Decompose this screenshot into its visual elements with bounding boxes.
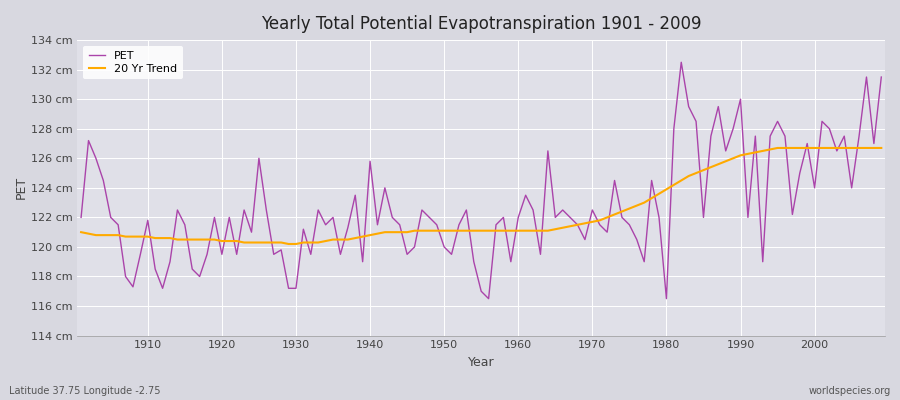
Text: worldspecies.org: worldspecies.org [809, 386, 891, 396]
20 Yr Trend [305, 240, 316, 245]
20 Yr Trend [284, 242, 294, 246]
PET [676, 60, 687, 65]
X-axis label: Year: Year [468, 356, 494, 369]
PET [298, 227, 309, 232]
Legend: PET, 20 Yr Trend: PET, 20 Yr Trend [83, 46, 183, 79]
20 Yr Trend [350, 236, 361, 240]
20 Yr Trend [772, 146, 783, 150]
20 Yr Trend [513, 228, 524, 233]
20 Yr Trend [609, 212, 620, 217]
Title: Yearly Total Potential Evapotranspiration 1901 - 2009: Yearly Total Potential Evapotranspiratio… [261, 15, 701, 33]
Line: PET: PET [81, 62, 881, 299]
PET [135, 252, 146, 257]
PET [876, 75, 886, 80]
PET [76, 215, 86, 220]
20 Yr Trend [76, 230, 86, 234]
20 Yr Trend [520, 228, 531, 233]
PET [483, 296, 494, 301]
Y-axis label: PET: PET [15, 176, 28, 200]
PET [520, 193, 531, 198]
20 Yr Trend [135, 234, 146, 239]
PET [513, 215, 524, 220]
PET [342, 225, 353, 230]
PET [609, 178, 620, 183]
Line: 20 Yr Trend: 20 Yr Trend [81, 148, 881, 244]
20 Yr Trend [876, 146, 886, 150]
Text: Latitude 37.75 Longitude -2.75: Latitude 37.75 Longitude -2.75 [9, 386, 160, 396]
